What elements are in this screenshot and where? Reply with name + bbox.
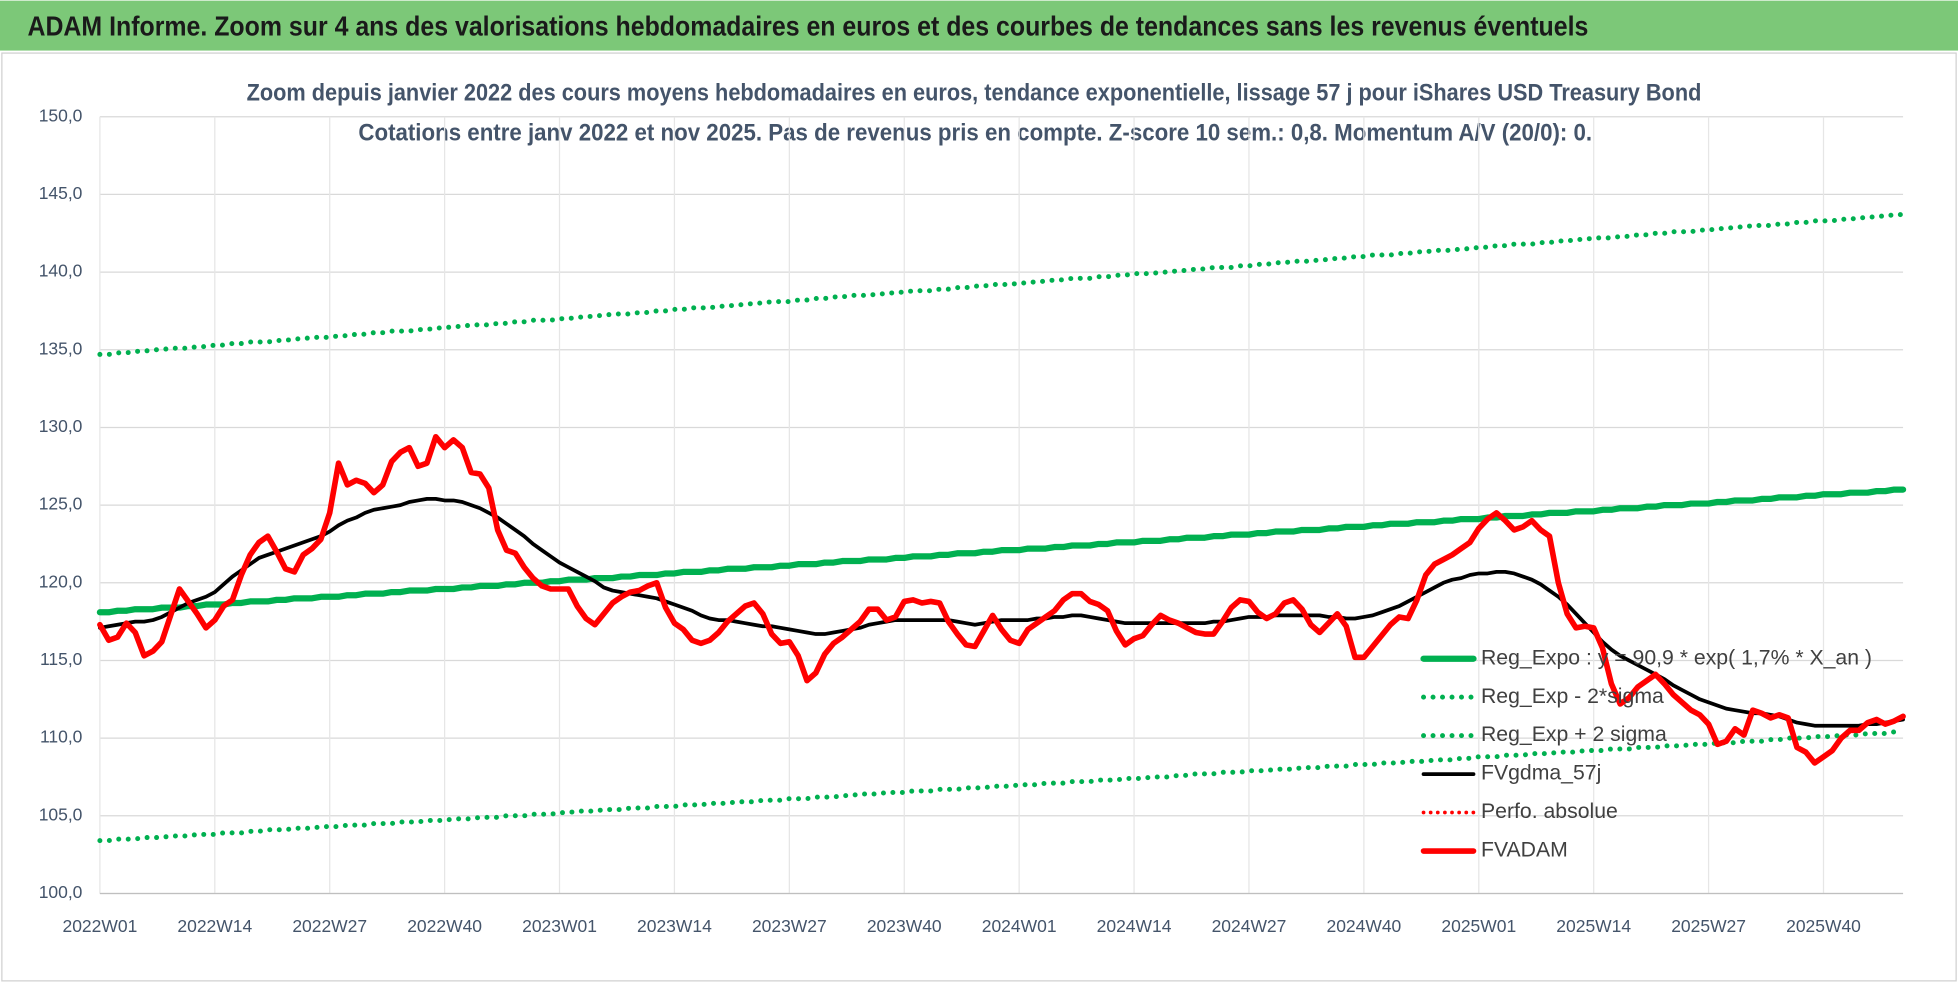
chart-subtitle: Cotations entre janv 2022 et nov 2025. P… [358, 121, 1592, 147]
legend-label: Reg_Exp - 2*sigma [1481, 685, 1664, 708]
x-tick-label: 2023W01 [522, 916, 597, 936]
legend-label: Reg_Exp + 2 sigma [1481, 723, 1667, 746]
series-line [97, 212, 1906, 357]
legend-label: Reg_Expo : y = 90,9 * exp( 1,7% * X_an ) [1481, 646, 1872, 669]
x-tick-label: 2024W01 [982, 916, 1057, 936]
legend-label: FVADAM [1481, 839, 1568, 862]
header-title: ADAM Informe. Zoom sur 4 ans des valoris… [27, 10, 1588, 41]
y-tick-label: 140,0 [39, 261, 83, 281]
series-line [96, 486, 1907, 616]
y-tick-label: 115,0 [40, 649, 83, 669]
legend: Reg_Expo : y = 90,9 * exp( 1,7% * X_an )… [1420, 646, 1872, 862]
y-tick-label: 110,0 [40, 727, 83, 747]
x-tick-label: 2024W27 [1212, 916, 1287, 936]
x-tick-label: 2025W01 [1441, 916, 1516, 936]
x-tick-label: 2022W27 [292, 916, 367, 936]
y-tick-label: 135,0 [39, 338, 83, 358]
y-tick-label: 100,0 [39, 882, 83, 902]
x-tick-label: 2022W01 [63, 916, 138, 936]
y-tick-label: 150,0 [39, 105, 83, 125]
x-tick-label: 2023W40 [867, 916, 942, 936]
x-tick-label: 2022W14 [177, 916, 252, 936]
x-tick-label: 2024W14 [1097, 916, 1172, 936]
series-line [97, 433, 1906, 766]
y-tick-label: 125,0 [39, 494, 83, 514]
y-tick-label: 145,0 [39, 183, 83, 203]
x-tick-label: 2025W27 [1671, 916, 1746, 936]
chart-title: Zoom depuis janvier 2022 des cours moyen… [247, 81, 1702, 107]
series-line [97, 729, 1906, 844]
chart-frame [1, 52, 1957, 982]
x-tick-label: 2022W40 [407, 916, 482, 936]
y-tick-label: 120,0 [39, 571, 83, 591]
x-tick-label: 2025W40 [1786, 916, 1861, 936]
plot-lines [96, 212, 1907, 844]
header-bar [0, 0, 1958, 51]
x-tick-label: 2024W40 [1326, 916, 1401, 936]
legend-label: FVgdma_57j [1481, 762, 1601, 785]
grid: 100,0 105,0 110,0 115,0 120,0 125,0 130,0 135,0… [39, 105, 1904, 936]
x-tick-label: 2023W27 [752, 916, 827, 936]
y-tick-label: 130,0 [39, 416, 83, 436]
legend-label: Perfo. absolue [1481, 800, 1618, 823]
x-tick-label: 2023W14 [637, 916, 712, 936]
y-tick-label: 105,0 [39, 804, 83, 824]
x-tick-label: 2025W14 [1556, 916, 1631, 936]
